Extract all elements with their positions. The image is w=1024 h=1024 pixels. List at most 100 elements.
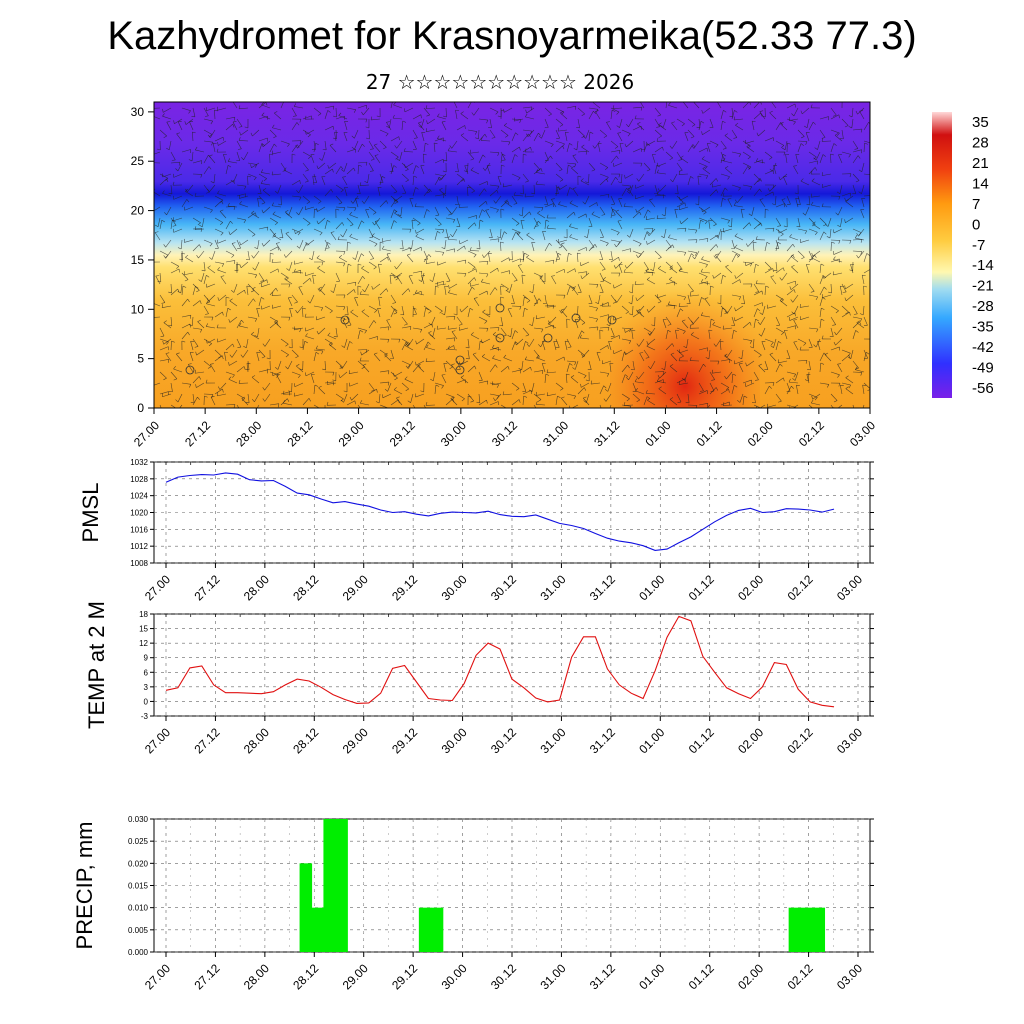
wind-barb [698, 390, 708, 395]
wind-barb [357, 164, 359, 175]
wind-barb [720, 198, 723, 208]
wind-barb [312, 176, 315, 186]
wind-barb [586, 393, 590, 403]
wind-barb-flag [572, 367, 576, 370]
wind-barb [698, 297, 702, 307]
wind-barb-flag [799, 346, 802, 351]
wind-barb [584, 195, 590, 205]
wind-barb-flag [690, 176, 694, 179]
wind-barb [665, 244, 673, 252]
wind-barb-flag [569, 143, 573, 146]
wind-barb [566, 105, 576, 109]
wind-barb [742, 222, 750, 230]
wind-barb-flag [526, 300, 531, 303]
y-tick-label: 9 [144, 654, 149, 663]
wind-barb-flag [178, 162, 181, 166]
wind-barb-flag [418, 279, 422, 282]
wind-barb-flag [722, 147, 727, 150]
wind-barb [731, 385, 735, 395]
wind-barb-flag [525, 109, 527, 114]
wind-barb [516, 338, 524, 346]
y-tick-label: 3 [144, 683, 149, 692]
wind-barb [192, 160, 202, 164]
y-tick-label: 25 [131, 154, 145, 168]
wind-barb [676, 393, 682, 403]
wind-barb [646, 279, 656, 285]
wind-barb [401, 288, 409, 296]
wind-barb-flag [448, 213, 452, 216]
wind-barb [533, 327, 543, 330]
wind-barb-flag [595, 307, 599, 312]
wind-barb [841, 382, 851, 386]
wind-barb-flag [806, 203, 810, 206]
wind-barb-flag [287, 143, 290, 147]
wind-barb-flag [701, 256, 704, 260]
wind-barb-flag [184, 121, 187, 125]
wind-barb-flag [569, 286, 573, 289]
wind-barb [599, 129, 608, 137]
wind-barb [845, 217, 854, 224]
wind-barb [665, 281, 675, 285]
wind-barb [313, 140, 316, 150]
wind-barb [658, 268, 667, 274]
wind-barb-flag [585, 181, 589, 184]
colorbar-label: 35 [972, 114, 989, 131]
wind-barb [456, 125, 465, 131]
wind-barb [159, 220, 163, 230]
wind-barb [403, 151, 414, 153]
wind-barb-flag [871, 175, 872, 178]
wind-barb [753, 308, 758, 318]
wind-barb-flag [627, 364, 630, 369]
wind-barb [789, 236, 799, 241]
wind-barb [239, 195, 249, 199]
wind-barb [720, 382, 729, 388]
wind-barb-flag [712, 321, 716, 325]
wind-barb [208, 294, 216, 302]
wind-barb [794, 371, 799, 381]
wind-barb-flag [467, 395, 472, 398]
wind-barb-flag [460, 375, 465, 378]
wind-barb [421, 132, 425, 142]
precip-bar [299, 863, 313, 952]
wind-barb [346, 289, 355, 296]
wind-barb-flag [689, 292, 692, 297]
wind-barb-flag [646, 341, 649, 345]
wind-barb [217, 193, 227, 197]
wind-barb [841, 192, 851, 197]
wind-barb-flag [738, 187, 741, 191]
wind-barb [470, 334, 480, 340]
wind-barb-flag [315, 351, 320, 355]
wind-barb [467, 338, 470, 348]
wind-barb [154, 316, 161, 318]
wind-barb-flag [329, 143, 334, 146]
wind-barb-flag [415, 361, 417, 366]
wind-barb [504, 107, 513, 113]
wind-barb-flag [615, 177, 619, 181]
wind-barb [511, 258, 521, 263]
wind-barb [602, 360, 612, 365]
wind-barb-flag [749, 340, 753, 344]
wind-barb [486, 165, 491, 175]
wind-barb-flag [669, 265, 673, 268]
wind-barb [294, 106, 304, 109]
wind-barb [393, 389, 403, 395]
wind-barb [423, 143, 426, 153]
wind-barb [390, 305, 398, 313]
wind-barb [159, 338, 169, 343]
wind-barb-flag [354, 207, 357, 212]
wind-barb-flag [531, 192, 535, 195]
wind-barb-flag [583, 375, 587, 379]
wind-barb [845, 388, 854, 395]
wind-barb [724, 355, 733, 362]
wind-barb-flag [195, 286, 199, 289]
wind-barb [576, 253, 579, 263]
wind-barb [767, 404, 777, 408]
wind-barb [738, 363, 744, 373]
wind-barb [357, 220, 362, 230]
wind-barb [517, 265, 524, 274]
wind-barb-flag [176, 410, 179, 412]
wind-barb-flag [506, 410, 509, 412]
wind-barb [679, 270, 689, 274]
wind-barb [368, 162, 374, 171]
